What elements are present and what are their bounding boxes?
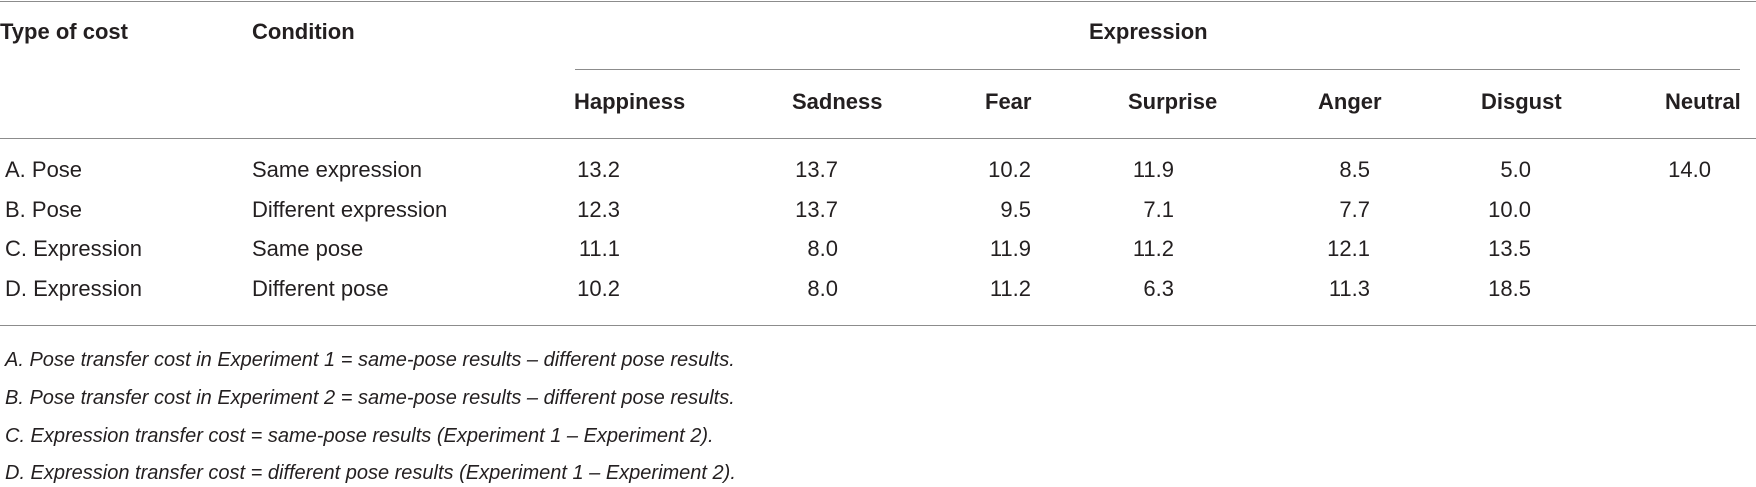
cell-anger: 12.1	[1327, 236, 1370, 261]
column-header-anger: Anger	[1318, 89, 1382, 114]
cell-surprise: 11.2	[1132, 236, 1174, 261]
header-type-of-cost: Type of cost	[0, 19, 128, 44]
column-header-disgust: Disgust	[1481, 89, 1562, 114]
cell-happiness: 13.2	[577, 157, 620, 182]
cell-disgust: 10.0	[1488, 197, 1531, 222]
cell-anger: 8.5	[1339, 157, 1370, 182]
cell-happiness: 12.3	[577, 197, 620, 222]
cell-anger: 7.7	[1339, 197, 1370, 222]
row-type: C. Expression	[5, 236, 142, 261]
footnote-d: D. Expression transfer cost = different …	[5, 462, 736, 484]
row-condition: Same expression	[252, 157, 422, 182]
row-type: B. Pose	[5, 197, 83, 222]
row-type: A. Pose	[5, 157, 83, 182]
column-header-surprise: Surprise	[1128, 89, 1218, 114]
column-header-fear: Fear	[985, 89, 1032, 114]
table-bottom-rule	[0, 325, 1756, 326]
cell-anger: 11.3	[1328, 276, 1370, 301]
cell-sadness: 8.0	[807, 236, 838, 261]
footnote-c: C. Expression transfer cost = same-pose …	[5, 425, 714, 447]
table-top-rule	[0, 1, 1756, 2]
cell-happiness: 11.1	[578, 236, 620, 261]
header-condition: Condition	[252, 19, 355, 44]
footnote-a: A. Pose transfer cost in Experiment 1 = …	[5, 349, 735, 371]
cell-fear: 11.9	[989, 236, 1031, 261]
footnote-b: B. Pose transfer cost in Experiment 2 = …	[5, 387, 735, 409]
cell-disgust: 13.5	[1488, 236, 1531, 261]
cell-fear: 11.2	[989, 276, 1031, 301]
column-header-neutral: Neutral	[1665, 89, 1741, 114]
expression-span-rule	[575, 69, 1740, 70]
header-expression: Expression	[1089, 19, 1208, 44]
cell-surprise: 6.3	[1143, 276, 1174, 301]
cell-happiness: 10.2	[577, 276, 620, 301]
row-condition: Same pose	[252, 236, 364, 261]
cell-disgust: 18.5	[1488, 276, 1531, 301]
cell-fear: 10.2	[988, 157, 1031, 182]
cell-sadness: 8.0	[807, 276, 838, 301]
cell-sadness: 13.7	[795, 197, 838, 222]
row-condition: Different expression	[252, 197, 448, 222]
column-header-happiness: Happiness	[574, 89, 686, 114]
cell-disgust: 5.0	[1500, 157, 1531, 182]
row-condition: Different pose	[252, 276, 389, 301]
column-header-sadness: Sadness	[792, 89, 883, 114]
cell-fear: 9.5	[1000, 197, 1031, 222]
cell-surprise: 11.9	[1132, 157, 1174, 182]
cell-sadness: 13.7	[795, 157, 838, 182]
cell-surprise: 7.1	[1143, 197, 1174, 222]
row-type: D. Expression	[5, 276, 142, 301]
cell-neutral: 14.0	[1668, 157, 1711, 182]
header-bottom-rule	[0, 138, 1756, 139]
